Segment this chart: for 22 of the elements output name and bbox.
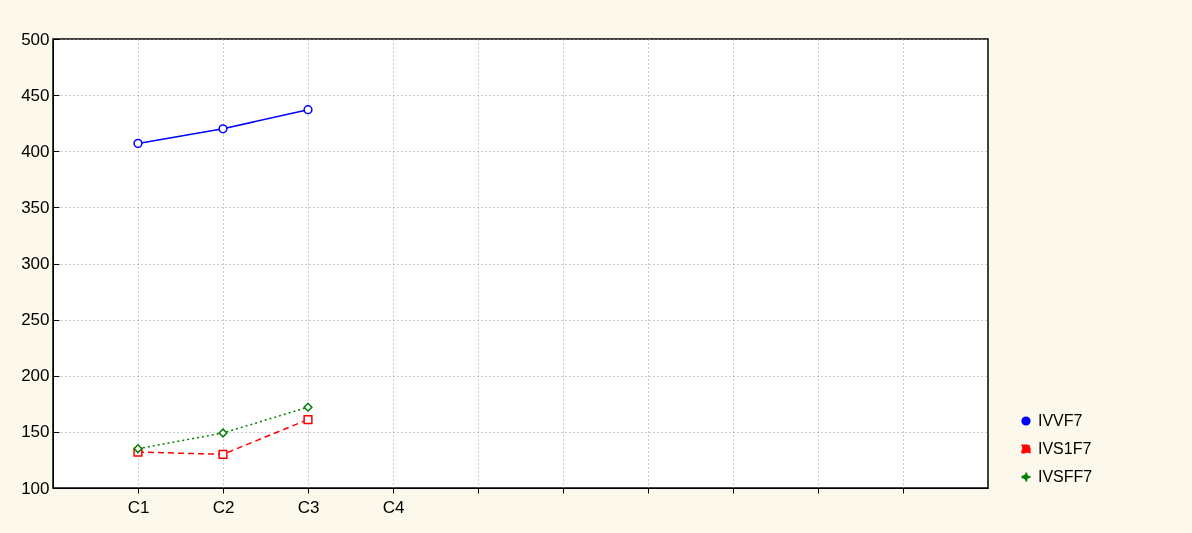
y-tick-label: 200 bbox=[21, 366, 50, 386]
x-tick-label: C4 bbox=[382, 497, 405, 517]
point bbox=[303, 105, 313, 115]
legend-label: IVVF7 bbox=[1038, 412, 1083, 429]
y-tick-label: 300 bbox=[21, 254, 50, 273]
point bbox=[218, 124, 228, 134]
y-tick-label: 100 bbox=[21, 478, 50, 498]
x-tick-label: C2 bbox=[212, 497, 235, 517]
y-tick-label: 150 bbox=[21, 422, 50, 442]
y-tick-label: 400 bbox=[21, 141, 50, 161]
legend-label: IVS1F7 bbox=[1038, 440, 1092, 457]
point bbox=[133, 138, 143, 149]
legend-label: IVSFF7 bbox=[1038, 468, 1093, 485]
y-tick-label: 450 bbox=[21, 85, 50, 105]
y-tick-label: 250 bbox=[21, 310, 50, 330]
y-tick-label: 350 bbox=[21, 197, 50, 217]
point bbox=[303, 414, 313, 425]
point bbox=[218, 449, 228, 459]
y-tick-label: 500 bbox=[21, 29, 50, 49]
x-tick-label: C3 bbox=[297, 497, 320, 517]
x-tick-label: C1 bbox=[127, 497, 150, 517]
point bbox=[303, 402, 313, 412]
